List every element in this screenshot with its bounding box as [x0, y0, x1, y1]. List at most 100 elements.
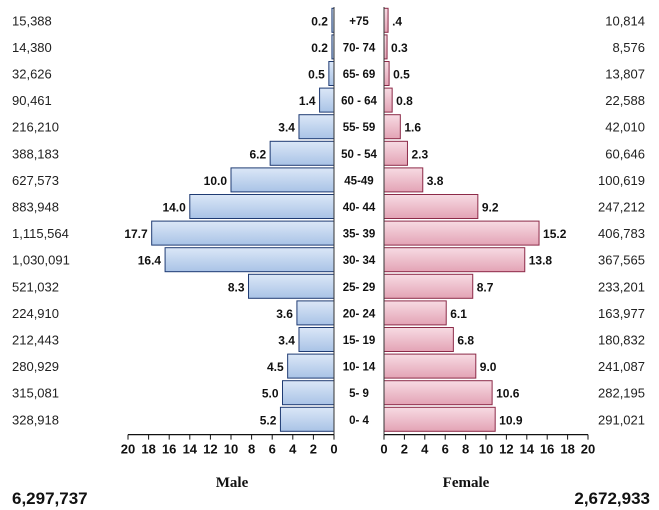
female-tick-label-3: 6 [442, 442, 449, 457]
male-bar-15 [279, 406, 335, 432]
female-value-label-6: 3.8 [427, 174, 444, 188]
age-group-label-4: 55- 59 [343, 122, 376, 134]
male-count-5: 388,183 [12, 146, 59, 161]
female-bar-15 [383, 406, 496, 432]
male-value-label-10: 8.3 [228, 280, 245, 294]
female-count-12: 180,832 [598, 333, 645, 348]
male-value-label-4: 3.4 [278, 121, 295, 135]
female-axis-label: Female [443, 475, 490, 491]
female-count-5: 60,646 [605, 146, 645, 161]
female-value-label-7: 9.2 [482, 201, 499, 215]
female-count-0: 10,814 [605, 13, 645, 28]
male-value-label-15: 5.2 [260, 413, 277, 427]
male-tick-label-3: 6 [269, 442, 276, 457]
age-group-label-3: 60 - 64 [341, 96, 377, 108]
male-value-label-7: 14.0 [162, 201, 186, 215]
female-value-label-12: 6.8 [457, 334, 474, 348]
male-tick-label-8: 16 [162, 442, 176, 457]
male-bar-9 [164, 247, 335, 273]
female-bar-9 [383, 247, 526, 273]
male-axis-label: Male [216, 475, 249, 491]
male-count-15: 328,918 [12, 412, 59, 427]
female-value-label-4: 1.6 [404, 121, 421, 135]
male-count-8: 1,115,564 [12, 226, 69, 241]
female-value-label-1: 0.3 [391, 41, 408, 55]
male-bar-2 [328, 61, 335, 86]
male-bar-14 [282, 380, 335, 406]
female-bar-3 [383, 87, 393, 113]
age-group-label-11: 20- 24 [343, 308, 376, 320]
male-tick-label-5: 10 [224, 442, 238, 457]
male-count-7: 883,948 [12, 200, 59, 215]
male-bar-8 [151, 220, 335, 246]
female-tick-label-2: 4 [421, 442, 429, 457]
female-count-9: 367,565 [598, 253, 645, 268]
female-value-label-2: 0.5 [393, 68, 410, 82]
male-count-10: 521,032 [12, 279, 59, 294]
female-value-label-5: 2.3 [411, 147, 428, 161]
female-bar-2 [383, 61, 390, 86]
male-total: 6,297,737 [12, 489, 88, 508]
male-value-label-1: 0.2 [311, 41, 328, 55]
female-value-label-3: 0.8 [396, 94, 413, 108]
female-tick-label-1: 2 [401, 442, 408, 457]
male-value-label-2: 0.5 [308, 68, 325, 82]
female-count-10: 233,201 [598, 279, 645, 294]
female-bar-6 [383, 167, 424, 193]
female-value-label-13: 9.0 [480, 360, 497, 374]
female-value-label-15: 10.9 [499, 413, 523, 427]
female-value-label-10: 8.7 [477, 280, 494, 294]
female-count-15: 291,021 [598, 412, 645, 427]
male-count-2: 32,626 [12, 67, 52, 82]
male-count-4: 216,210 [12, 120, 59, 135]
female-bar-0 [383, 7, 389, 33]
male-value-label-6: 10.0 [204, 174, 228, 188]
male-tick-label-2: 4 [289, 442, 297, 457]
female-count-11: 163,977 [598, 306, 645, 321]
female-bar-11 [383, 300, 447, 326]
female-tick-label-4: 8 [462, 442, 469, 457]
male-value-label-0: 0.2 [311, 14, 328, 28]
female-value-label-8: 15.2 [543, 227, 567, 241]
male-count-9: 1,030,091 [12, 253, 70, 268]
female-bar-4 [383, 114, 401, 140]
female-count-8: 406,783 [598, 226, 645, 241]
male-bar-6 [230, 167, 335, 193]
female-value-label-9: 13.8 [529, 254, 553, 268]
female-count-7: 247,212 [598, 200, 645, 215]
male-value-label-13: 4.5 [267, 360, 284, 374]
age-group-label-5: 50 - 54 [341, 149, 377, 161]
male-value-label-11: 3.6 [276, 307, 293, 321]
age-group-label-0: +75 [349, 16, 369, 28]
male-tick-label-9: 18 [141, 442, 155, 457]
age-group-label-12: 15- 19 [343, 335, 376, 347]
female-tick-label-5: 10 [479, 442, 493, 457]
female-value-label-11: 6.1 [450, 307, 467, 321]
male-bar-5 [269, 140, 335, 166]
female-bar-8 [383, 220, 540, 246]
age-group-label-7: 40- 44 [343, 202, 376, 214]
male-count-3: 90,461 [12, 93, 52, 108]
male-tick-label-10: 20 [121, 442, 135, 457]
male-value-label-3: 1.4 [299, 94, 316, 108]
age-group-label-13: 10- 14 [343, 362, 376, 374]
male-value-label-8: 17.7 [124, 227, 148, 241]
female-total: 2,672,933 [574, 489, 650, 508]
male-tick-label-0: 0 [330, 442, 337, 457]
female-tick-label-8: 16 [540, 442, 554, 457]
female-tick-label-7: 14 [520, 442, 535, 457]
male-bar-10 [248, 273, 335, 299]
female-tick-label-0: 0 [380, 442, 387, 457]
female-count-4: 42,010 [605, 120, 645, 135]
age-group-label-14: 5- 9 [349, 388, 369, 400]
female-tick-label-6: 12 [499, 442, 513, 457]
male-count-14: 315,081 [12, 386, 59, 401]
male-bar-11 [296, 300, 335, 326]
female-value-label-14: 10.6 [496, 387, 520, 401]
male-count-0: 15,388 [12, 13, 52, 28]
male-bar-7 [189, 194, 335, 219]
male-bars [151, 7, 335, 432]
female-value-label-0: .4 [392, 14, 402, 28]
